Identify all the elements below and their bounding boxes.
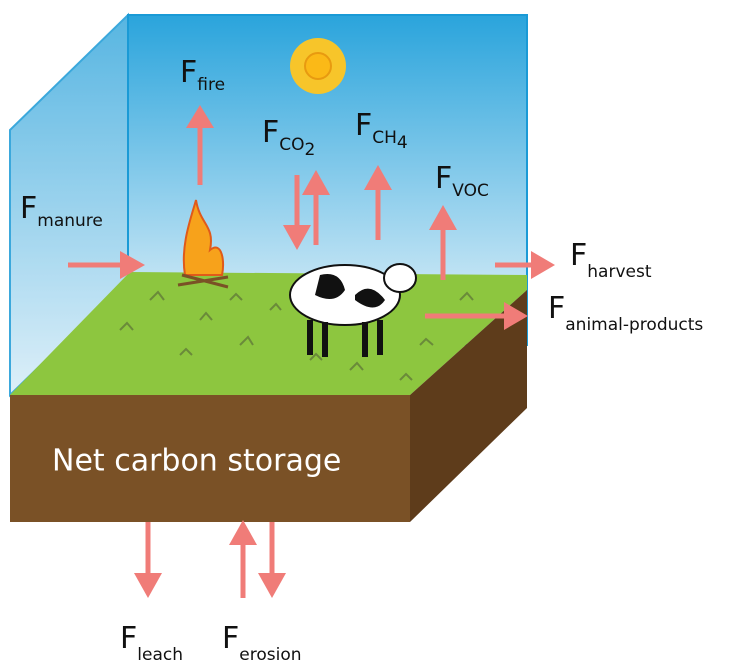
flux-label: Fharvest: [570, 238, 652, 282]
storage-label: Net carbon storage: [52, 444, 341, 479]
flux-label: Fanimal-products: [548, 291, 703, 335]
sun: [290, 38, 346, 94]
diagram: Net carbon storage Ffire FCO2 FCH4 FVO: [0, 0, 734, 668]
flux-label: Fleach: [120, 621, 183, 665]
flux-label: Ferosion: [222, 621, 302, 665]
